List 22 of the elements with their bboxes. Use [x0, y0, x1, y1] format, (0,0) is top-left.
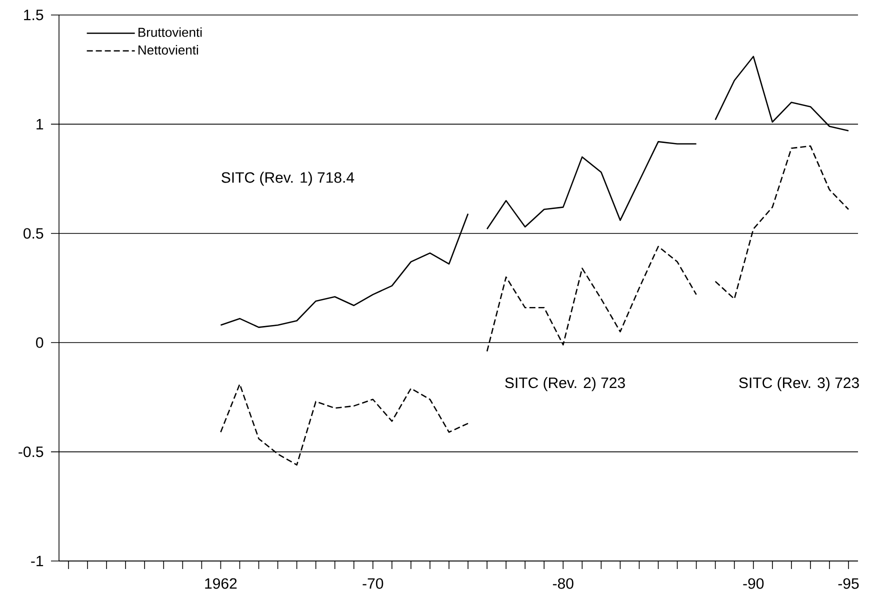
y-tick-label: 1	[36, 119, 44, 130]
y-tick-label: -0.5	[18, 446, 44, 458]
y-tick-label: -1	[31, 556, 44, 566]
annotation: SITC (Rev. 3) 723	[739, 377, 859, 392]
y-tick-label: 0	[36, 337, 44, 348]
annotation: SITC (Rev. 1) 718.4	[222, 172, 354, 186]
y-tick-label: 0.5	[24, 228, 44, 239]
legend-label: Bruttovienti	[138, 27, 202, 37]
x-tick-label: -80	[552, 578, 574, 589]
x-tick-label: 1962	[205, 578, 237, 589]
annotation: SITC (Rev. 2) 723	[505, 377, 625, 392]
line-series	[714, 145, 850, 300]
line-series	[220, 383, 469, 466]
line-series	[486, 141, 697, 230]
line-series	[486, 246, 697, 352]
line-series	[714, 56, 850, 132]
x-tick-label: -70	[362, 578, 384, 589]
legend-label: Nettovienti	[138, 45, 198, 55]
x-tick-label: -90	[743, 578, 764, 589]
x-tick-label: -95	[838, 578, 859, 589]
line-series	[220, 213, 469, 328]
y-tick-label: 1.5	[24, 10, 44, 20]
